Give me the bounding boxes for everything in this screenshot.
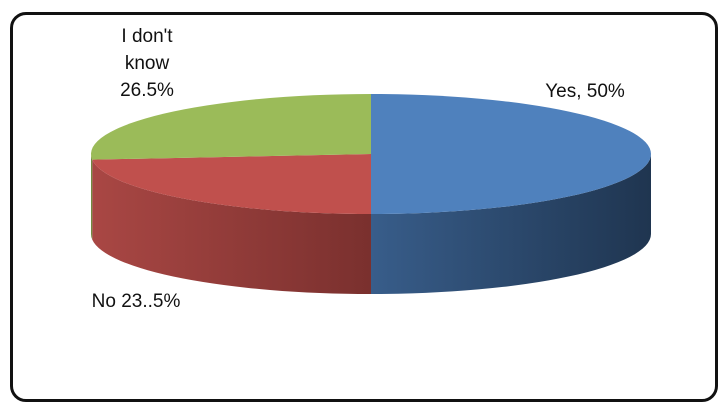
data-label-no: No 23..5% <box>92 291 181 312</box>
pie-slice-i-don-t-know <box>90 94 371 160</box>
pie-side-no <box>92 159 372 294</box>
pie-slice-no <box>92 154 372 214</box>
data-label-i-don-t-know: I don't know 26.5% <box>120 26 174 101</box>
pie-tops <box>90 94 651 214</box>
pie-sides <box>91 154 651 294</box>
data-label-yes: Yes, 50% <box>545 81 625 102</box>
pie-side-i-don-t-know <box>91 154 93 240</box>
pie-side-yes <box>371 154 651 294</box>
pie-slice-yes <box>371 94 651 214</box>
pie-labels: Yes, 50% No 23..5% I don't know 26.5% <box>92 26 625 312</box>
